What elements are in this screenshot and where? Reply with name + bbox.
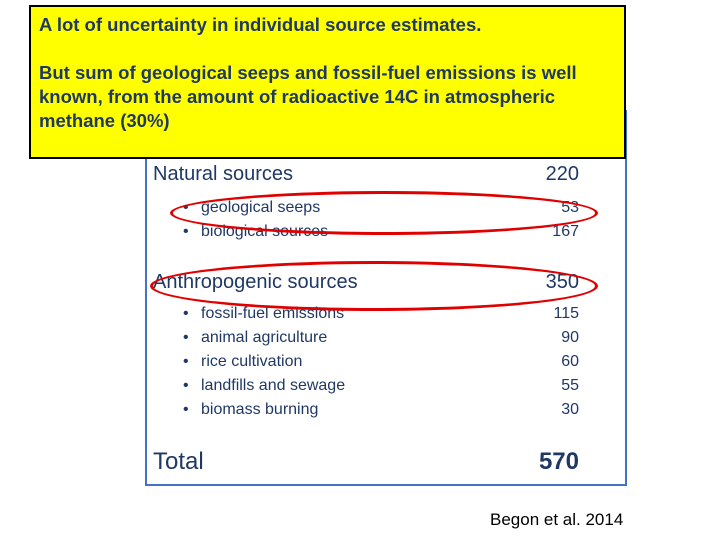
fossil-fuel-emissions-value: 115 bbox=[553, 305, 579, 322]
rice-cultivation-label: rice cultivation bbox=[201, 353, 303, 370]
total-label: Total bbox=[153, 448, 204, 475]
bullet-icon: • bbox=[183, 377, 189, 394]
total-value: 570 bbox=[538, 448, 579, 475]
highlight-ellipse-fossil bbox=[150, 261, 598, 311]
list-item: • rice cultivation bbox=[183, 350, 302, 374]
highlight-ellipse-geological bbox=[170, 191, 598, 235]
landfills-sewage-label: landfills and sewage bbox=[201, 377, 346, 394]
list-item: • biomass burning bbox=[183, 398, 318, 422]
landfills-sewage-value: 55 bbox=[561, 377, 579, 394]
citation: Begon et al. 2014 bbox=[490, 510, 624, 529]
animal-agriculture-label: animal agriculture bbox=[201, 329, 328, 346]
biomass-burning-value: 30 bbox=[561, 401, 579, 418]
bullet-icon: • bbox=[183, 329, 189, 346]
list-item: • landfills and sewage bbox=[183, 374, 345, 398]
bullet-icon: • bbox=[183, 223, 189, 240]
callout-box: A lot of uncertainty in individual sourc… bbox=[29, 5, 626, 159]
animal-agriculture-value: 90 bbox=[561, 329, 579, 346]
natural-sources-label: Natural sources bbox=[153, 163, 294, 185]
list-item: • animal agriculture bbox=[183, 326, 327, 350]
callout-line-uncertainty: A lot of uncertainty in individual sourc… bbox=[39, 14, 482, 35]
natural-sources-value: 220 bbox=[545, 163, 579, 185]
biological-sources-value: 167 bbox=[552, 223, 579, 240]
biomass-burning-label: biomass burning bbox=[201, 401, 319, 418]
bullet-icon: • bbox=[183, 353, 189, 370]
bullet-icon: • bbox=[183, 401, 189, 418]
rice-cultivation-value: 60 bbox=[561, 353, 579, 370]
bullet-icon: • bbox=[183, 305, 189, 322]
callout-line-sum-known: But sum of geological seeps and fossil-f… bbox=[39, 62, 577, 131]
